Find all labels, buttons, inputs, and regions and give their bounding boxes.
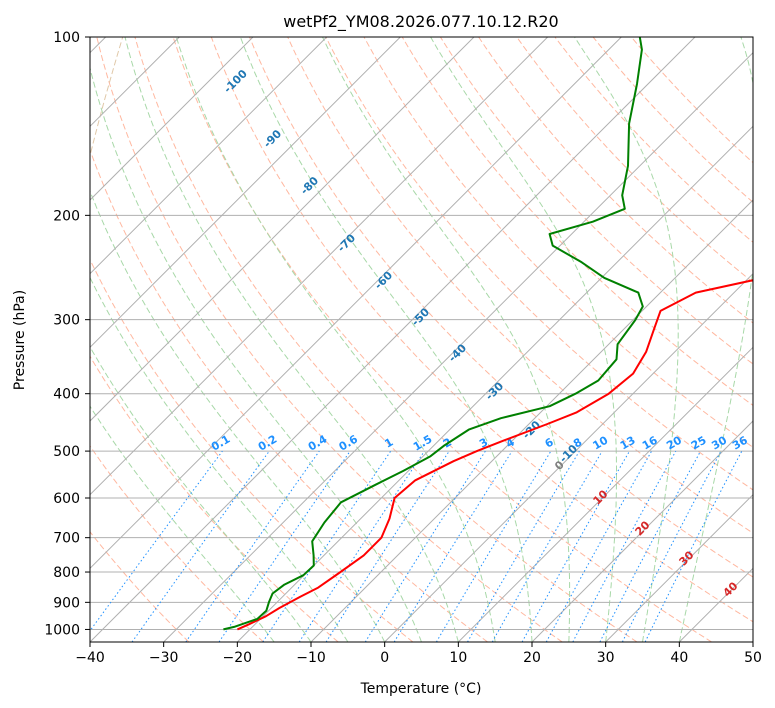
isotherm-line [90,37,328,275]
mixing-ratio-line [218,450,351,642]
theta-e-curve [90,37,124,158]
y-tick-label: 1000 [44,622,80,638]
moist-adiabat [90,189,386,642]
dry-adiabat [96,37,563,642]
isotherm-line [531,420,753,642]
isotherm-line [163,51,753,642]
isotherm-line [90,37,696,642]
mixing-ratio-line [131,450,270,642]
dry-adiabats [90,37,753,642]
moist-adiabat [678,37,753,642]
mixing-ratio-line [325,450,450,642]
dry-adiabat [401,37,753,406]
dry-adiabat [134,37,638,642]
y-tick-label: 500 [53,444,80,460]
isotherm-line [90,37,475,422]
x-tick-label: 0 [380,650,389,666]
x-tick-label: 10 [449,650,467,666]
y-tick-label: 800 [53,565,80,581]
moist-adiabat [90,345,312,642]
x-tick-label: −20 [223,650,253,666]
y-tick-label: 100 [53,30,80,46]
mixing-ratio-lines [90,450,743,642]
mixing-ratio-line [393,450,513,642]
isotherm-line [457,346,753,642]
moist-adiabat [175,37,496,642]
moist-adiabats [90,37,753,642]
isotherm-line [310,199,753,642]
y-tick-label: 900 [53,595,80,611]
dry-adiabat [630,37,753,164]
plot-area: 0.1 0.2 0.4 0.6 1 1.5 2 3 4 6 8 10 13 16 20 25 30 36-100-… [90,37,753,642]
dry-adiabat [554,37,753,243]
mixing-ratio-line [491,450,603,642]
dry-adiabat [439,37,753,365]
chart-title: wetPf2_YM08.2026.077.10.12.R20 [283,12,558,32]
x-tick-label: 50 [744,650,762,666]
x-tick-label: 30 [597,650,615,666]
x-axis-label: Temperature (°C) [360,681,482,697]
mixing-ratio-line [467,450,580,642]
dry-adiabat [478,37,753,324]
moist-adiabat [430,37,617,642]
y-tick-label: 600 [53,491,80,507]
axis-ticks: −40 −30 −20 −10 0 10 20 30 40 50 100 200 300 400 500 60… [44,30,762,666]
dry-adiabat [592,37,753,203]
moist-adiabat [239,37,533,642]
y-tick-label: 200 [53,208,80,224]
dry-adiabat [249,37,753,578]
mixing-ratio-line [364,450,486,642]
dry-adiabat [90,531,190,642]
dry-adiabat [210,37,753,623]
dry-adiabat [325,37,753,491]
mixing-ratio-line [572,450,677,642]
x-tick-label: −40 [75,650,105,666]
x-tick-label: 40 [670,650,688,666]
mixing-ratio-line [545,450,653,642]
y-tick-label: 700 [53,531,80,547]
dry-adiabat [516,37,753,284]
isotherm-line [90,37,549,496]
temperature-line [236,279,753,631]
y-tick-label: 400 [53,387,80,403]
dry-adiabat [363,37,753,448]
mixing-ratio-line [90,450,223,632]
x-tick-label: 20 [523,650,541,666]
isotherm-line [384,272,753,642]
dry-adiabat [90,148,488,642]
dry-adiabat [90,258,414,642]
isotherm-line [605,493,753,642]
dry-adiabat [287,37,753,534]
moist-adiabat [574,37,679,642]
isotherm-line [236,125,753,642]
mixing-ratio-line [521,450,630,642]
x-tick-label: −10 [296,650,326,666]
isotherm-line [90,37,622,570]
moist-adiabat [90,276,349,642]
x-tick-label: −30 [149,650,179,666]
moist-adiabat [90,65,422,642]
dewpoint-line [223,37,644,631]
mixing-ratio-line [435,450,552,642]
grid-lines [90,37,753,642]
theta-e-curves [90,37,124,158]
moist-adiabat [322,37,571,642]
sounding-series [223,37,753,631]
y-axis-label: Pressure (hPa) [12,290,28,390]
plot-frame [89,36,754,643]
y-tick-label: 300 [53,313,80,329]
isotherm-line [90,37,254,201]
mixing-ratio-line [185,450,320,642]
moist-adiabat [124,37,459,642]
isotherm-line [90,37,401,349]
